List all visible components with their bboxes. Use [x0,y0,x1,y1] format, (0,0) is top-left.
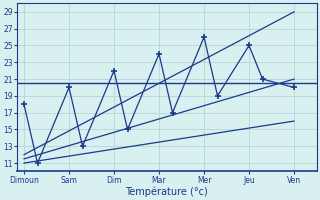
X-axis label: Température (°c): Température (°c) [125,186,208,197]
